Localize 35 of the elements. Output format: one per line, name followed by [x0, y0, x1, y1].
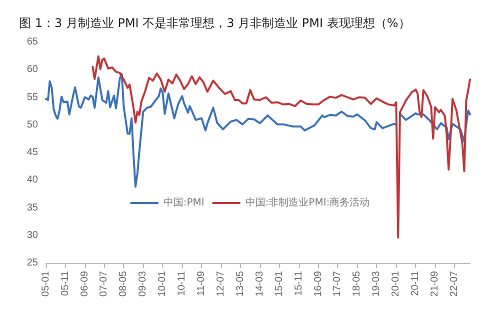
x-tick-label: 10-11: [176, 270, 188, 296]
y-tick-label: 30: [26, 230, 38, 241]
x-tick-label: 14-03: [254, 270, 266, 297]
line-series: [92, 55, 471, 239]
y-tick-label: 55: [26, 92, 38, 103]
x-tick-label: 12-07: [216, 270, 227, 297]
legend-label: 中国:PMI: [163, 196, 204, 208]
y-tick-label: 60: [26, 64, 38, 76]
x-tick-label: 22-07: [448, 270, 460, 297]
x-tick-label: 09-03: [138, 270, 149, 297]
x-tick-label: 10-01: [157, 270, 168, 297]
x-tick-label: 20-11: [410, 270, 422, 296]
x-tick-label: 16-09: [312, 270, 324, 297]
y-tick-label: 40: [26, 174, 38, 186]
y-tick-label: 50: [26, 119, 38, 130]
chart-title: 图 1：3 月制造业 PMI 不是非常理想，3 月非制造业 PMI 表现理想（%）: [19, 16, 410, 30]
x-tick-label: 07-07: [98, 270, 110, 297]
x-tick-label: 06-09: [79, 270, 90, 297]
y-tick-label: 35: [26, 202, 38, 214]
x-tick-label: 05-11: [60, 270, 71, 296]
y-tick-label: 65: [26, 36, 38, 48]
x-tick-label: 08-05: [118, 270, 130, 297]
y-tick-label: 25: [26, 258, 38, 268]
x-tick-label: 13-05: [234, 270, 246, 297]
x-tick-label: 21-09: [430, 270, 441, 297]
y-tick-label: 45: [26, 147, 38, 158]
legend-label: 中国:非制造业PMI:商务活动: [245, 196, 370, 208]
x-tick-label: 17-07: [332, 270, 344, 297]
x-tick-label: 18-05: [352, 270, 363, 297]
x-tick-label: 05-01: [40, 270, 52, 297]
x-tick-label: 15-11: [293, 270, 304, 296]
x-tick-label: 11-09: [196, 270, 208, 296]
x-tick-label: 19-03: [371, 270, 382, 297]
x-tick-label: 20-01: [390, 270, 402, 297]
x-tick-label: 15-01: [274, 270, 285, 297]
